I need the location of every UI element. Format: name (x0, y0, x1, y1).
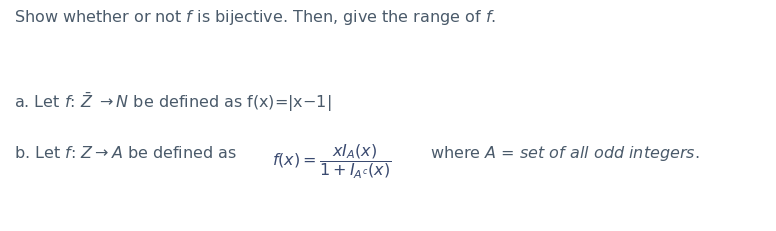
Text: a. Let $\mathit{f}$: $\mathit{\bar{Z}}$ $\rightarrow$$\mathit{N}$ be defined as : a. Let $\mathit{f}$: $\mathit{\bar{Z}}$ … (14, 90, 331, 113)
Text: Show whether or not $\mathit{f}$ is bijective. Then, give the range of $\mathit{: Show whether or not $\mathit{f}$ is bije… (14, 8, 496, 27)
Text: where $\mathit{A}$ = $\mathit{set\ of\ all\ odd\ integers}$.: where $\mathit{A}$ = $\mathit{set\ of\ a… (430, 143, 699, 162)
Text: b. Let $\mathit{f}$: $\mathit{Z}$$\rightarrow$$\mathit{A}$ be defined as: b. Let $\mathit{f}$: $\mathit{Z}$$\right… (14, 144, 237, 160)
Text: $f(x) = \dfrac{xI_A(x)}{1+I_{A^c}(x)}$: $f(x) = \dfrac{xI_A(x)}{1+I_{A^c}(x)}$ (272, 142, 391, 180)
